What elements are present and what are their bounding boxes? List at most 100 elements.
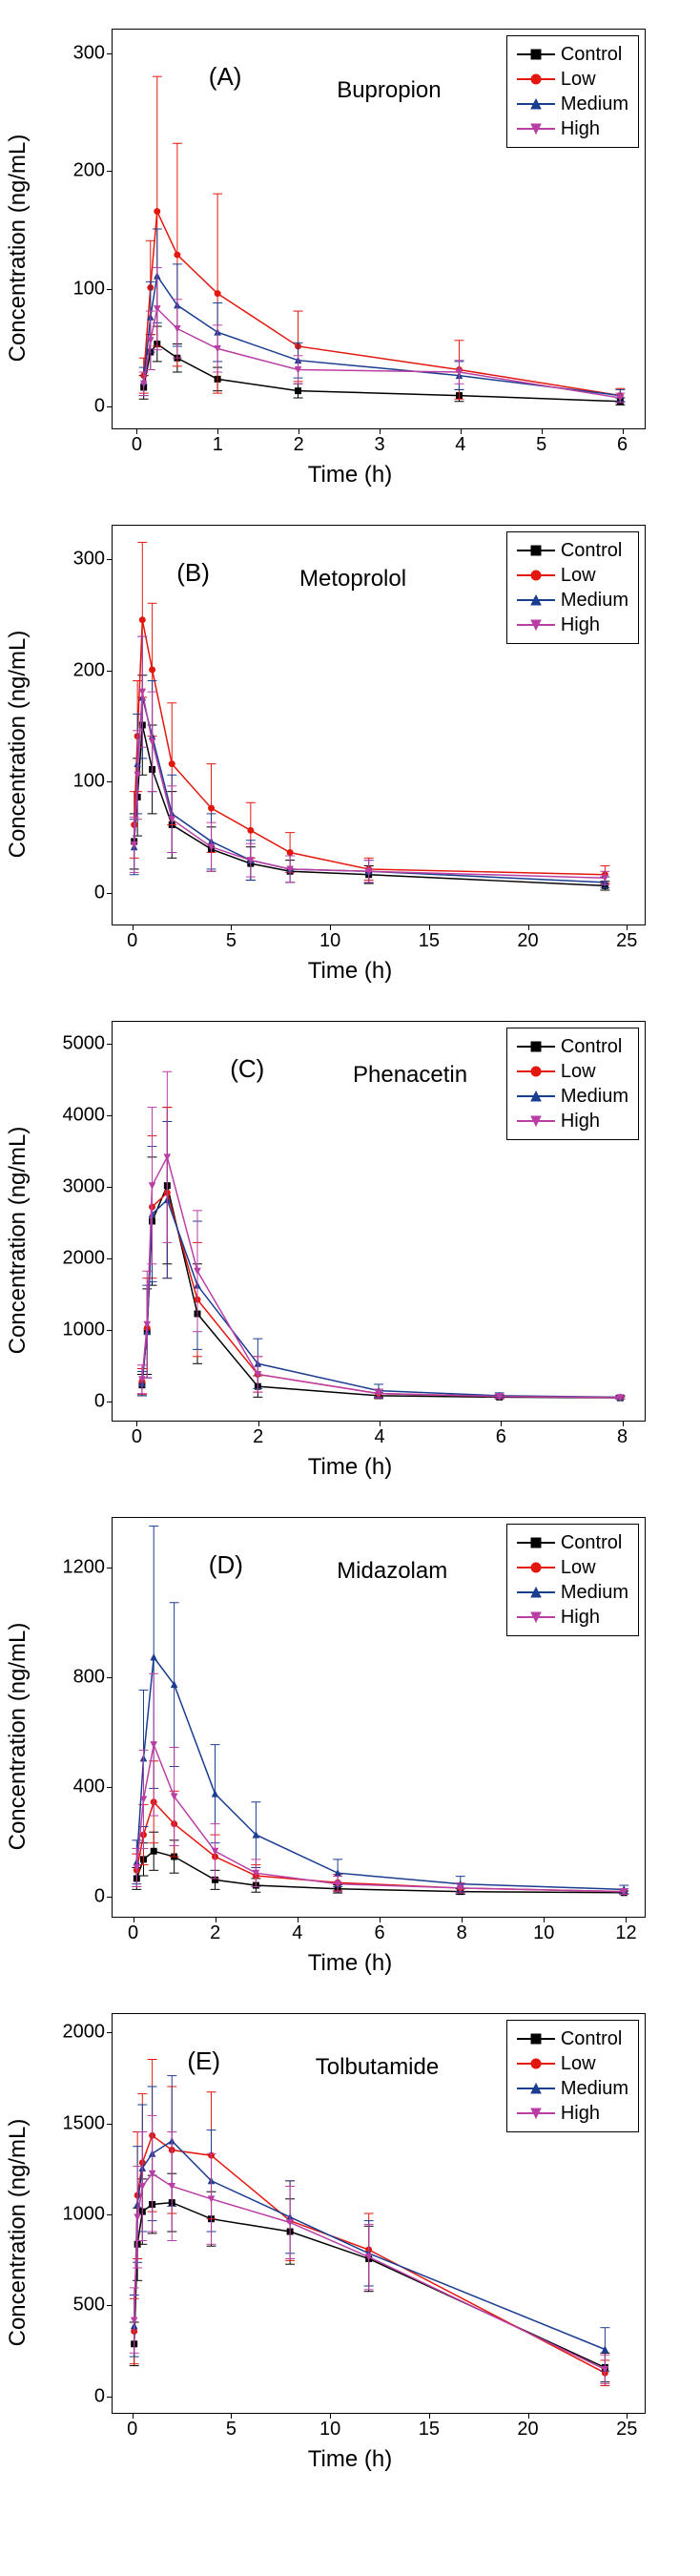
legend-label: High <box>561 1111 600 1132</box>
legend: ControlLow Medium High <box>506 2020 639 2132</box>
legend-label: Medium <box>561 590 628 612</box>
tick-label-x: 10 <box>533 1922 554 1944</box>
legend-swatch <box>517 1608 555 1627</box>
tick-label-y: 100 <box>73 278 105 300</box>
tick-label-y: 1000 <box>63 1319 106 1340</box>
tick-label-x: 4 <box>292 1922 302 1944</box>
legend-row: Medium <box>517 588 628 613</box>
series-control <box>130 2173 610 2382</box>
legend-row: Medium <box>517 1580 628 1605</box>
legend-row: Low <box>517 1555 628 1580</box>
tick-label-x: 5 <box>536 434 546 456</box>
y-axis-label: Concentration (ng/mL) <box>5 631 31 859</box>
tick-label-x: 10 <box>319 2419 340 2441</box>
tick-label-x: 2 <box>210 1922 220 1944</box>
tick-label-y: 800 <box>73 1666 105 1688</box>
plot-area: 01234560100200300(A)BupropionControlLowM… <box>112 29 646 429</box>
legend-row: Control <box>517 1530 628 1555</box>
legend-swatch <box>517 1111 555 1131</box>
tick-label-x: 0 <box>127 930 137 952</box>
legend-row: Control <box>517 42 628 67</box>
tick-label-y: 2000 <box>63 2022 106 2044</box>
panel-title: Bupropion <box>337 77 441 104</box>
legend-swatch <box>517 45 555 64</box>
tick-label-x: 1 <box>213 434 223 456</box>
x-axis-label: Time (h) <box>308 462 392 488</box>
tick-label-x: 0 <box>132 434 142 456</box>
tick-label-x: 0 <box>127 2419 137 2441</box>
tick-label-y: 200 <box>73 659 105 681</box>
legend-swatch <box>517 70 555 89</box>
legend-swatch <box>517 615 555 634</box>
legend-swatch <box>517 541 555 560</box>
chart-panel: Concentration (ng/mL)Time (h)05101520250… <box>26 506 674 983</box>
panel-letter: (D) <box>209 1550 243 1580</box>
legend: Control Low MediumHigh <box>506 531 639 644</box>
legend-label: High <box>561 118 600 140</box>
legend-label: High <box>561 2103 600 2125</box>
legend-row: High <box>517 116 628 141</box>
legend-row: Low <box>517 1059 628 1084</box>
tick-label-x: 2 <box>253 1426 263 1448</box>
legend-row: Medium <box>517 1084 628 1109</box>
legend-label: Low <box>561 69 596 91</box>
tick-label-y: 200 <box>73 160 105 182</box>
legend-label: Low <box>561 2053 596 2075</box>
legend-label: Medium <box>561 1086 628 1108</box>
legend-label: Medium <box>561 93 628 115</box>
legend: Control LowMedium High <box>506 35 639 148</box>
tick-label-x: 25 <box>616 2419 637 2441</box>
legend-label: Medium <box>561 2078 628 2100</box>
legend-swatch <box>517 1533 555 1552</box>
legend-label: Control <box>561 540 622 562</box>
tick-label-x: 5 <box>226 2419 237 2441</box>
tick-label-x: 4 <box>374 1426 384 1448</box>
legend-swatch <box>517 2029 555 2048</box>
legend-row: Low <box>517 67 628 92</box>
tick-label-y: 0 <box>94 396 105 418</box>
tick-label-y: 300 <box>73 549 105 571</box>
legend-row: Control <box>517 2026 628 2051</box>
legend-label: High <box>561 1607 600 1629</box>
legend-row: Medium <box>517 2076 628 2101</box>
panel-title: Tolbutamide <box>316 2054 439 2081</box>
tick-label-x: 6 <box>374 1922 384 1944</box>
tick-label-y: 1000 <box>63 2204 106 2226</box>
tick-label-x: 12 <box>615 1922 636 1944</box>
legend-swatch <box>517 2079 555 2098</box>
tick-label-x: 20 <box>517 930 538 952</box>
series-medium <box>137 1122 625 1401</box>
plot-area: 05101520250100200300(B)MetoprololControl… <box>112 525 646 925</box>
plot-area: 02468010002000300040005000(C)PhenacetinC… <box>112 1021 646 1422</box>
chart-panel: Concentration (ng/mL)Time (h)01234560100… <box>26 10 674 487</box>
chart-panel: Concentration (ng/mL)Time (h)02468101204… <box>26 1498 674 1975</box>
tick-label-x: 8 <box>457 1922 467 1944</box>
series-high <box>130 636 610 884</box>
legend-label: Low <box>561 565 596 587</box>
y-axis-label: Concentration (ng/mL) <box>5 1623 31 1851</box>
legend-row: Low <box>517 563 628 588</box>
legend-label: Control <box>561 1532 622 1554</box>
legend-label: Low <box>561 1061 596 1083</box>
tick-label-x: 8 <box>617 1426 628 1448</box>
panel-title: Phenacetin <box>353 1062 467 1089</box>
legend-label: High <box>561 614 600 636</box>
series-low <box>137 1108 625 1401</box>
panel-letter: (A) <box>209 62 242 92</box>
legend-swatch <box>517 2054 555 2073</box>
legend: ControlLowMediumHigh <box>506 1524 639 1636</box>
legend-label: Control <box>561 44 622 66</box>
plot-area: 05101520250500100015002000(E)Tolbutamide… <box>112 2013 646 2414</box>
legend-swatch <box>517 2104 555 2123</box>
legend-swatch <box>517 94 555 114</box>
x-axis-label: Time (h) <box>308 958 392 985</box>
tick-label-x: 6 <box>617 434 628 456</box>
legend-swatch <box>517 119 555 138</box>
tick-label-x: 0 <box>128 1922 138 1944</box>
tick-label-x: 5 <box>226 930 237 952</box>
chart-panel: Concentration (ng/mL)Time (h)02468010002… <box>26 1002 674 1479</box>
tick-label-x: 3 <box>374 434 384 456</box>
y-axis-label: Concentration (ng/mL) <box>5 2119 31 2347</box>
tick-label-y: 400 <box>73 1776 105 1797</box>
legend-row: High <box>517 1605 628 1630</box>
